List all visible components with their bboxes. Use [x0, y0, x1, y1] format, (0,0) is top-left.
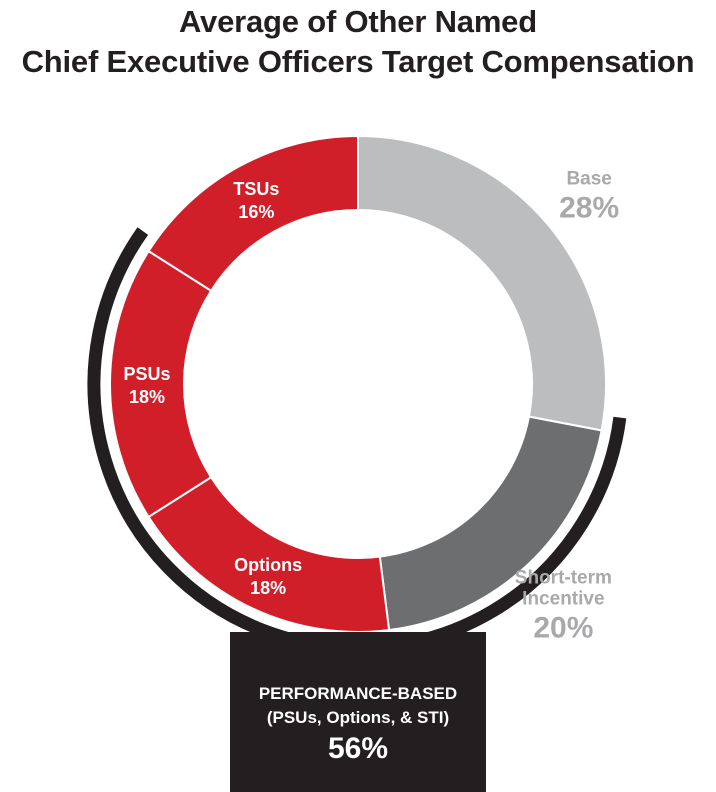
performance-based-bracket	[87, 227, 627, 655]
label-tsus-value: 16%	[238, 202, 274, 222]
performance-based-value: 56%	[327, 732, 389, 765]
label-options-name: Options	[234, 555, 302, 575]
slice-base	[357, 134, 607, 432]
label-short-term-incentive-value: 20%	[533, 612, 593, 645]
chart-title-line-2: Chief Executive Officers Target Compensa…	[21, 44, 695, 79]
slice-tsus	[147, 134, 359, 293]
performance-based-components: (PSUs, Options, & STI)	[266, 708, 450, 727]
label-psus-name: PSUs	[123, 364, 170, 384]
label-base-value: 28%	[559, 191, 619, 224]
label-options-value: 18%	[250, 578, 286, 598]
slice-psus	[109, 249, 213, 519]
chart-title-line-1: Average of Other Named	[179, 4, 537, 39]
performance-based-box: PERFORMANCE-BASED (PSUs, Options, & STI)…	[230, 632, 486, 792]
performance-based-label: PERFORMANCE-BASED	[258, 684, 458, 703]
label-short-term-incentive-name-1: Short-term	[515, 568, 612, 589]
label-psus-value: 18%	[129, 387, 165, 407]
label-tsus-name: TSUs	[233, 179, 279, 199]
chart-title: Average of Other Named Chief Executive O…	[0, 0, 716, 82]
label-short-term-incentive-name-2: Incentive	[522, 589, 604, 610]
label-base-name-1: Base	[566, 168, 611, 189]
